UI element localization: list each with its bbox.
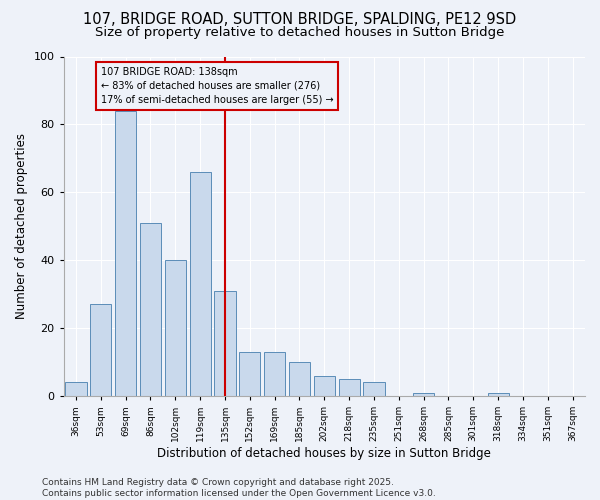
Bar	[413, 392, 434, 396]
Bar	[115, 111, 136, 396]
Bar	[65, 382, 86, 396]
Bar	[140, 223, 161, 396]
Bar	[338, 379, 359, 396]
Bar	[90, 304, 112, 396]
Text: 107, BRIDGE ROAD, SUTTON BRIDGE, SPALDING, PE12 9SD: 107, BRIDGE ROAD, SUTTON BRIDGE, SPALDIN…	[83, 12, 517, 28]
Text: Size of property relative to detached houses in Sutton Bridge: Size of property relative to detached ho…	[95, 26, 505, 39]
Bar	[314, 376, 335, 396]
Bar	[214, 291, 236, 396]
Bar	[239, 352, 260, 396]
Bar	[488, 392, 509, 396]
Bar	[364, 382, 385, 396]
X-axis label: Distribution of detached houses by size in Sutton Bridge: Distribution of detached houses by size …	[157, 447, 491, 460]
Bar	[289, 362, 310, 396]
Bar	[190, 172, 211, 396]
Bar	[264, 352, 285, 396]
Text: Contains HM Land Registry data © Crown copyright and database right 2025.
Contai: Contains HM Land Registry data © Crown c…	[42, 478, 436, 498]
Text: 107 BRIDGE ROAD: 138sqm
← 83% of detached houses are smaller (276)
17% of semi-d: 107 BRIDGE ROAD: 138sqm ← 83% of detache…	[101, 66, 334, 104]
Y-axis label: Number of detached properties: Number of detached properties	[15, 134, 28, 320]
Bar	[165, 260, 186, 396]
